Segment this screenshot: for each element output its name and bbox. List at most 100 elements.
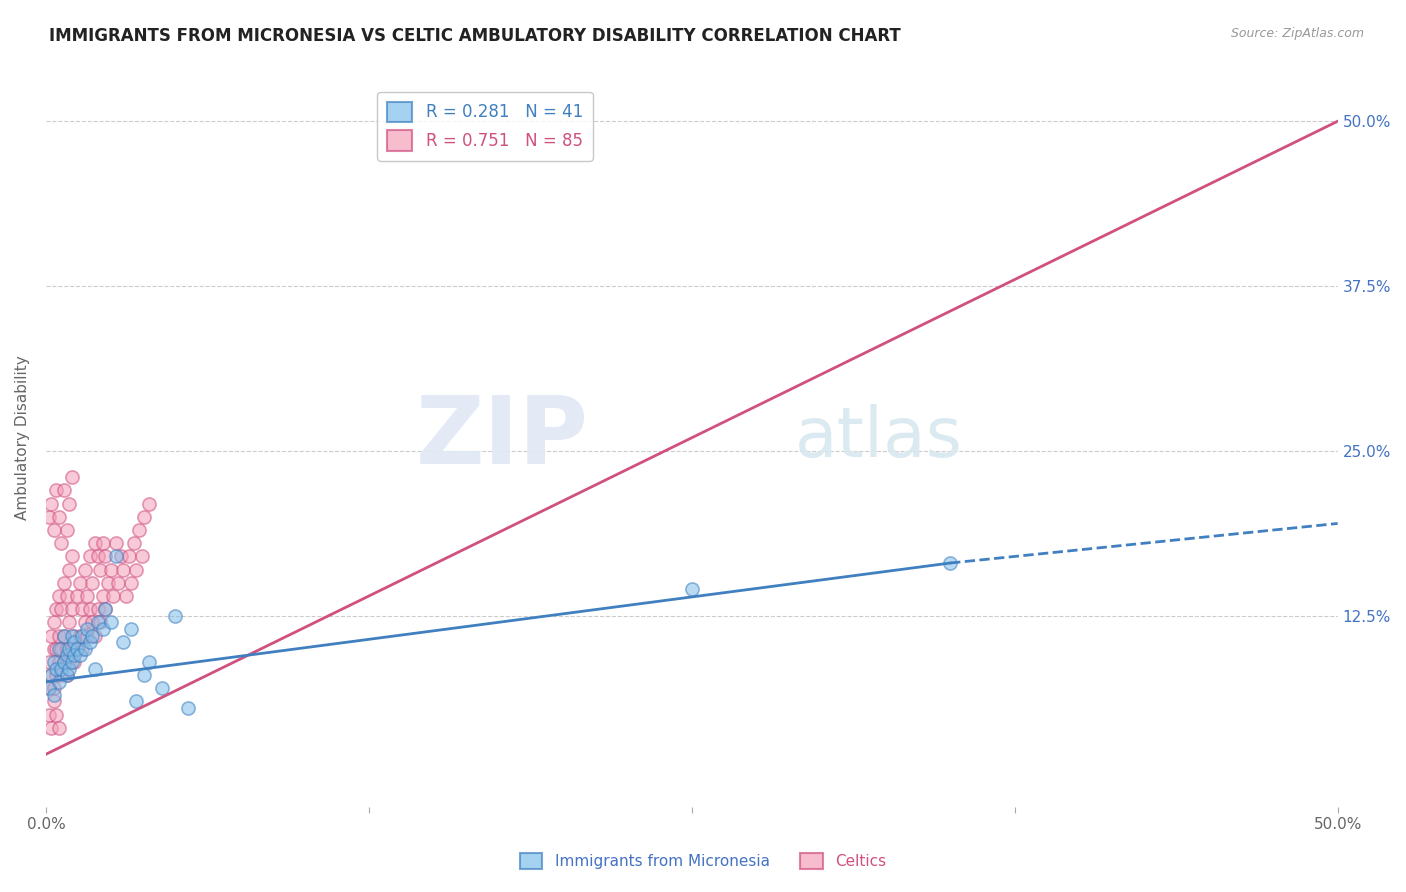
Point [53,483,76,498]
Point [117,549,139,564]
Point [53,629,76,643]
Point [38,655,60,669]
Point [112,635,135,649]
Point [82,615,104,630]
Point [42,688,65,702]
Point [66,641,89,656]
Text: ZIP: ZIP [416,392,589,483]
Point [69,648,91,663]
Point [58,655,80,669]
Point [58,615,80,630]
Point [122,536,145,550]
Point [38,707,60,722]
Point [51,668,73,682]
Point [38,509,60,524]
Point [177,701,200,715]
Point [138,497,160,511]
Point [104,536,127,550]
Point [51,641,73,656]
Point [60,470,83,484]
Point [94,602,117,616]
Point [110,549,132,564]
Point [120,575,142,590]
Point [45,668,67,682]
Point [51,536,73,550]
Point [63,655,86,669]
Text: Source: ZipAtlas.com: Source: ZipAtlas.com [1230,27,1364,40]
Point [115,589,138,603]
Point [82,629,104,643]
Point [91,622,114,636]
Point [53,655,76,669]
Point [39,721,62,735]
Point [97,575,120,590]
Point [94,549,117,564]
Point [42,694,65,708]
Point [53,575,76,590]
Point [125,563,148,577]
Point [84,629,107,643]
Point [48,629,70,643]
Point [79,602,101,616]
Point [58,563,80,577]
Point [134,509,156,524]
Point [79,549,101,564]
Point [86,615,108,630]
Text: IMMIGRANTS FROM MICRONESIA VS CELTIC AMBULATORY DISABILITY CORRELATION CHART: IMMIGRANTS FROM MICRONESIA VS CELTIC AMB… [49,27,901,45]
Point [55,668,77,682]
Point [89,563,111,577]
Point [84,661,107,675]
Point [165,608,187,623]
Point [112,563,135,577]
Point [39,668,62,682]
Point [100,615,122,630]
Point [104,549,127,564]
Point [45,707,67,722]
Point [39,497,62,511]
Point [48,721,70,735]
Point [84,536,107,550]
Legend: Immigrants from Micronesia, Celtics: Immigrants from Micronesia, Celtics [513,847,893,875]
Point [66,589,89,603]
Point [60,602,83,616]
Point [76,629,98,643]
Point [48,674,70,689]
Point [51,602,73,616]
Point [60,629,83,643]
Point [120,622,142,636]
Point [101,589,124,603]
Point [53,655,76,669]
Point [73,615,96,630]
Point [48,589,70,603]
Point [58,661,80,675]
Point [51,661,73,675]
Point [94,602,117,616]
Point [134,668,156,682]
Point [60,549,83,564]
Point [63,635,86,649]
Point [53,629,76,643]
Point [82,575,104,590]
Point [42,523,65,537]
Legend: R = 0.281   N = 41, R = 0.751   N = 85: R = 0.281 N = 41, R = 0.751 N = 85 [377,92,593,161]
Point [55,668,77,682]
Point [60,655,83,669]
Point [38,681,60,696]
Point [107,575,129,590]
Point [42,615,65,630]
Point [91,536,114,550]
Point [91,589,114,603]
Point [45,661,67,675]
Point [58,497,80,511]
Point [86,549,108,564]
Point [128,523,150,537]
Point [89,615,111,630]
Point [48,641,70,656]
Point [39,668,62,682]
Point [138,655,160,669]
Point [70,602,93,616]
Point [150,681,173,696]
Point [48,655,70,669]
Point [42,655,65,669]
Point [55,648,77,663]
